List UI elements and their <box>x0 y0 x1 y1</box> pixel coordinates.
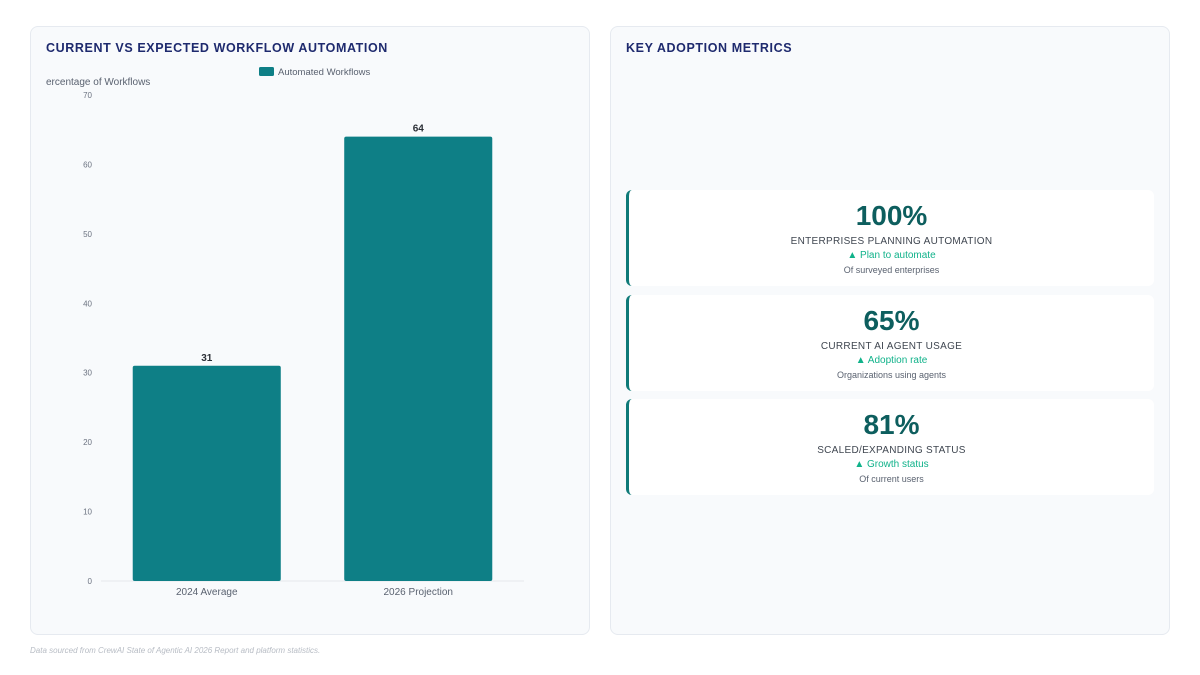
y-tick-label: 50 <box>83 230 92 239</box>
metric-subtext: Of current users <box>859 474 924 484</box>
y-tick-label: 10 <box>83 508 92 517</box>
metric-label: CURRENT AI AGENT USAGE <box>820 341 963 352</box>
metric-label: ENTERPRISES PLANNING AUTOMATION <box>790 236 993 247</box>
bar-value-label: 31 <box>201 353 213 364</box>
metrics-title: KEY ADOPTION METRICS <box>626 41 793 55</box>
metrics-panel: KEY ADOPTION METRICS 100% ENTERPRISES PL… <box>610 26 1170 635</box>
metric-value: 81% <box>863 409 920 440</box>
metric-trend: ▲ Adoption rate <box>855 355 928 366</box>
metric-value: 100% <box>855 200 928 231</box>
metric-trend: ▲ Plan to automate <box>847 250 936 261</box>
chart-title: CURRENT VS EXPECTED WORKFLOW AUTOMATION <box>46 41 388 55</box>
metric-trend: ▲ Growth status <box>854 459 929 470</box>
y-tick-label: 70 <box>83 91 92 100</box>
legend-label: Automated Workflows <box>278 67 370 78</box>
bar <box>132 365 281 581</box>
y-tick-label: 0 <box>88 577 93 586</box>
metric-label: SCALED/EXPANDING STATUS <box>817 445 966 456</box>
metric-card-agent-usage: 65% CURRENT AI AGENT USAGE ▲ Adoption ra… <box>626 295 1154 391</box>
metric-card-scaled-status: 81% SCALED/EXPANDING STATUS ▲ Growth sta… <box>626 399 1154 495</box>
chart-panel: CURRENT VS EXPECTED WORKFLOW AUTOMATION … <box>30 26 590 635</box>
bar-chart: ercentage of Workflows Automated Workflow… <box>46 67 524 598</box>
metric-value: 65% <box>863 305 920 336</box>
y-tick-label: 20 <box>83 438 92 447</box>
x-tick-label: 2024 Average <box>176 587 238 598</box>
bar <box>344 136 493 581</box>
y-axis-label: ercentage of Workflows <box>46 77 150 88</box>
y-tick-label: 40 <box>83 299 92 308</box>
metric-card-enterprises: 100% ENTERPRISES PLANNING AUTOMATION ▲ P… <box>626 190 1154 286</box>
metric-subtext: Organizations using agents <box>836 370 947 380</box>
y-tick-label: 30 <box>83 369 92 378</box>
x-tick-label: 2026 Projection <box>384 587 454 598</box>
metric-subtext: Of surveyed enterprises <box>843 265 940 275</box>
bar-value-label: 64 <box>413 124 425 135</box>
y-tick-label: 60 <box>83 160 92 169</box>
legend-swatch <box>259 67 274 76</box>
footer-note: Data sourced from CrewAI State of Agenti… <box>30 646 321 655</box>
